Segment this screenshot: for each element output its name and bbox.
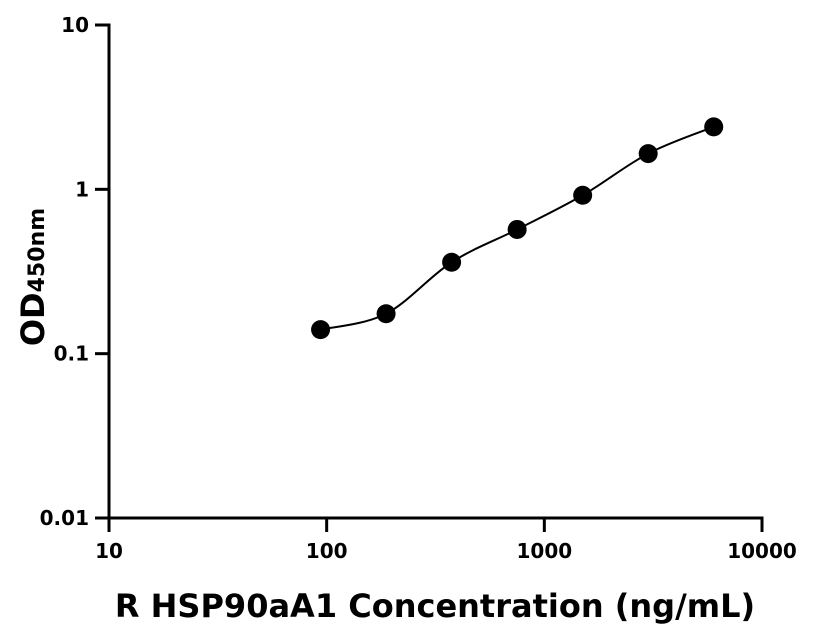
y-axis-title-subscript: 450nm [25, 208, 50, 293]
y-tick-label: 0.01 [40, 506, 89, 530]
x-axis-title: R HSP90aA1 Concentration (ng/mL) [115, 587, 755, 625]
data-point [311, 320, 331, 340]
data-point [704, 117, 724, 137]
y-axis-title: OD450nm [14, 208, 52, 346]
y-tick-label: 0.1 [54, 342, 89, 366]
x-tick-label: 100 [306, 539, 348, 563]
data-point [376, 304, 396, 324]
y-tick-label: 1 [75, 177, 89, 201]
x-tick-label: 1000 [516, 539, 572, 563]
data-points [311, 117, 724, 340]
data-point [507, 219, 527, 239]
x-tick-label: 10 [95, 539, 123, 563]
data-point [573, 185, 593, 205]
y-tick-label: 10 [61, 13, 89, 37]
data-point [442, 252, 462, 272]
data-point [638, 144, 658, 164]
y-axis-title-main: OD [14, 292, 52, 346]
x-tick-label: 10000 [727, 539, 797, 563]
y-axis: 0.01 0.1 1 10 [40, 13, 111, 530]
x-axis: 10 100 1000 10000 [95, 516, 797, 563]
